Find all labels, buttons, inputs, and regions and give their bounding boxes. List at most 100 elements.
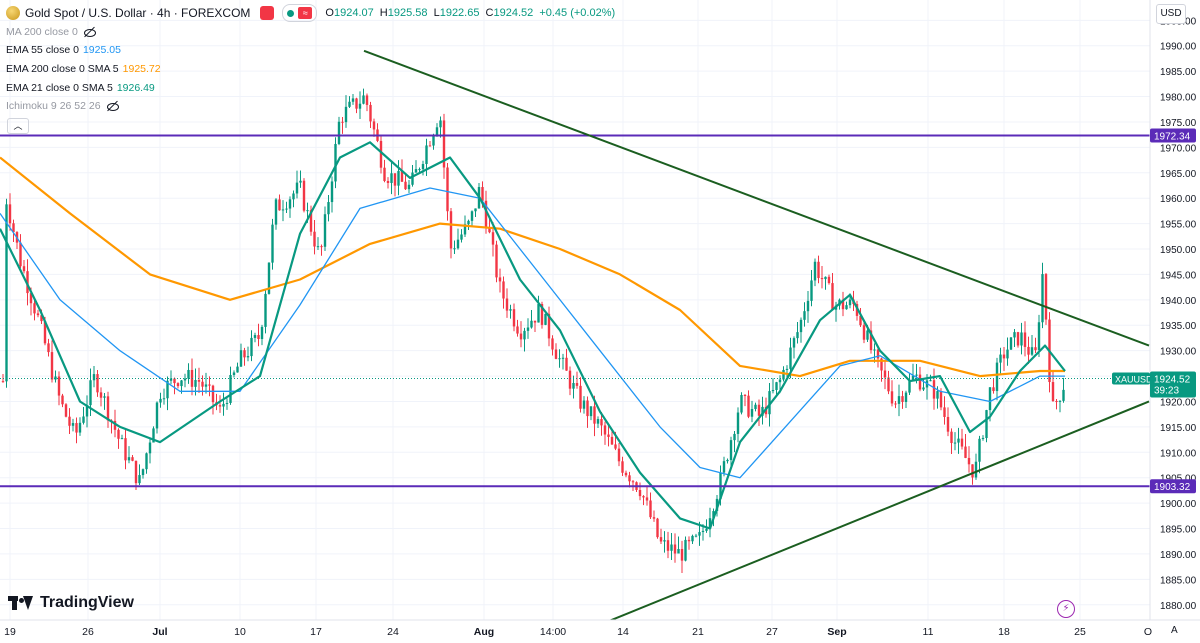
time-axis: 19 26 Jul 10 17 24 Aug 14:00 14 21 27 Sep 11 18 25 O [0, 619, 1200, 643]
candle-body [348, 101, 351, 107]
candle [393, 173, 397, 197]
candle [992, 378, 995, 394]
tradingview-mark-icon [8, 596, 34, 610]
candle-body [943, 407, 946, 417]
auto-scale-button[interactable]: A [1171, 625, 1178, 636]
candle [946, 407, 950, 437]
candle-body [1023, 332, 1027, 347]
candle [327, 194, 330, 222]
candle [204, 372, 208, 394]
candle [1009, 337, 1013, 350]
candle [824, 276, 827, 290]
candle-body [138, 475, 141, 484]
candle-body [470, 211, 474, 221]
candle-body [393, 173, 397, 186]
candle [439, 116, 442, 138]
candle-body [516, 326, 519, 334]
candle-body [628, 475, 631, 482]
candle [887, 370, 890, 395]
candle-body [904, 392, 908, 402]
candle-body [418, 169, 421, 171]
eye-off-icon[interactable] [83, 26, 96, 38]
candle-body [705, 528, 708, 531]
lightning-icon[interactable]: ⚡ [1057, 600, 1075, 618]
candle [628, 471, 631, 488]
candle [638, 482, 642, 501]
candle-body [68, 416, 71, 426]
candle [533, 320, 537, 333]
candle-body [638, 489, 642, 497]
candle [243, 347, 246, 366]
candle-body [575, 383, 579, 386]
candle-body [155, 402, 159, 429]
candle [302, 178, 306, 213]
candle-body [715, 498, 719, 512]
indicator-ema21[interactable]: EMA 21 close 0 SMA 5 1926.49 [6, 80, 155, 96]
indicator-ma200[interactable]: MA 200 close 0 [6, 24, 96, 40]
candle-body [701, 530, 705, 533]
candle-body [467, 220, 470, 225]
candle [663, 531, 666, 553]
candle-body [817, 261, 820, 279]
candle-body [323, 214, 327, 247]
candle [873, 343, 876, 363]
eye-off-icon[interactable] [106, 100, 119, 112]
candle-body [351, 98, 355, 102]
candle [355, 97, 358, 114]
candle [901, 390, 904, 409]
price-tick-label: 1945.00 [1160, 270, 1197, 281]
market-status[interactable]: ≈ [282, 4, 318, 22]
candle-body [397, 170, 400, 186]
candle-body [876, 349, 880, 359]
candle-body [313, 231, 316, 247]
currency-button[interactable]: USD [1156, 4, 1186, 24]
symbol-title[interactable]: Gold Spot / U.S. Dollar · 4h · FOREXCOM [25, 6, 251, 20]
candle [22, 260, 26, 274]
alert-flag-icon[interactable] [260, 6, 275, 20]
candle-body [663, 540, 666, 542]
candle-body [1051, 382, 1055, 402]
bar-countdown: 39:23 [1154, 386, 1179, 397]
candle [1044, 273, 1048, 325]
ohlc-change: +0.45 (+0.02%) [539, 7, 616, 19]
candle-body [435, 127, 439, 136]
candle-body [999, 354, 1002, 363]
time-tick-label: 18 [998, 626, 1010, 638]
candle-body [526, 327, 530, 331]
candle-body [754, 404, 757, 410]
collapse-legend-button[interactable]: ︿ [7, 118, 29, 134]
indicator-ema55[interactable]: EMA 55 close 0 1925.05 [6, 42, 121, 58]
candle-body [152, 428, 155, 443]
candle [792, 336, 796, 359]
candle [1020, 322, 1023, 355]
candle-body [1034, 347, 1037, 351]
tradingview-logo[interactable]: TradingView [8, 593, 134, 613]
candle [229, 366, 232, 405]
candle-body [936, 391, 939, 399]
candle-body [180, 380, 183, 387]
candle [390, 161, 393, 195]
candle-body [621, 461, 624, 473]
price-tick-label: 1930.00 [1160, 347, 1197, 358]
candle-body [869, 330, 873, 351]
indicator-ichimoku[interactable]: Ichimoku 9 26 52 26 [6, 98, 119, 114]
candle-body [47, 343, 50, 353]
candle [621, 456, 624, 476]
level-label-bg [1150, 128, 1196, 143]
candle [656, 517, 659, 539]
candle [201, 375, 204, 396]
candle [841, 291, 845, 317]
indicator-ema200[interactable]: EMA 200 close 0 SMA 5 1925.72 [6, 61, 161, 77]
candle-body [50, 352, 54, 380]
candle [1058, 400, 1062, 413]
candle [817, 255, 820, 284]
candle-body [761, 406, 764, 416]
candle-body [8, 204, 12, 224]
candle [103, 392, 106, 410]
candle [610, 429, 614, 445]
candle-body [225, 402, 229, 404]
candle-body [1016, 332, 1020, 346]
candle [8, 193, 12, 231]
candle-body [827, 276, 831, 284]
